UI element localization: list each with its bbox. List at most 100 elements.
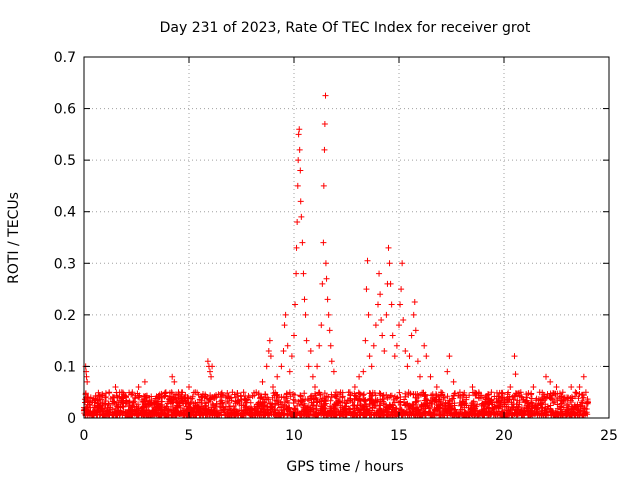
background-point <box>189 393 196 400</box>
background-point <box>132 395 139 402</box>
background-point <box>273 392 280 399</box>
data-point <box>547 378 554 385</box>
data-point <box>299 239 306 246</box>
data-point <box>444 368 451 375</box>
background-point <box>261 402 268 409</box>
background-point <box>133 412 140 419</box>
background-point <box>347 406 354 413</box>
background-point <box>97 407 104 414</box>
background-point <box>505 407 512 414</box>
background-point <box>510 404 517 411</box>
data-point <box>192 389 199 396</box>
background-point <box>405 389 412 396</box>
data-point <box>263 363 270 370</box>
background-point <box>262 391 269 398</box>
background-point <box>405 412 412 419</box>
data-point <box>296 146 303 153</box>
background-point <box>168 409 175 416</box>
background-point <box>400 410 407 417</box>
background-point <box>82 411 89 418</box>
background-point <box>396 389 403 396</box>
background-point <box>146 411 153 418</box>
background-point <box>157 406 164 413</box>
data-point <box>321 146 328 153</box>
data-point <box>397 301 404 308</box>
background-point <box>546 394 553 401</box>
background-point <box>476 395 483 402</box>
background-point <box>305 403 312 410</box>
background-point <box>347 392 354 399</box>
data-point <box>362 337 369 344</box>
background-point <box>366 390 373 397</box>
data-point <box>414 358 421 365</box>
background-point <box>528 395 535 402</box>
y-tick-label: 0.3 <box>54 256 76 272</box>
data-point <box>559 389 566 396</box>
data-point <box>84 378 91 385</box>
background-point <box>283 393 290 400</box>
background-point <box>432 407 439 414</box>
background-point <box>180 410 187 417</box>
x-tick-label: 0 <box>80 428 89 444</box>
background-point <box>480 402 487 409</box>
background-point <box>176 399 183 406</box>
background-point <box>130 399 137 406</box>
background-point <box>154 401 161 408</box>
background-point <box>476 409 483 416</box>
data-point <box>463 394 470 401</box>
background-point <box>199 410 206 417</box>
background-point <box>402 393 409 400</box>
background-point <box>332 393 339 400</box>
data-point <box>319 280 326 287</box>
background-point <box>402 401 409 408</box>
data-point <box>219 399 226 406</box>
background-point <box>101 406 108 413</box>
data-point <box>553 384 560 391</box>
background-point <box>473 403 480 410</box>
background-point <box>542 410 549 417</box>
background-point <box>366 405 373 412</box>
data-point <box>208 373 215 380</box>
data-point <box>325 311 332 318</box>
data-point <box>228 394 234 401</box>
background-point <box>309 402 316 409</box>
background-point <box>540 397 547 404</box>
background-point <box>95 389 102 396</box>
background-point <box>209 409 216 416</box>
data-point <box>246 394 253 401</box>
background-point <box>376 408 383 415</box>
data-point <box>85 394 92 401</box>
background-point <box>234 412 241 419</box>
background-point <box>384 409 391 416</box>
data-point <box>423 353 430 360</box>
data-point <box>280 347 287 354</box>
data-point <box>175 389 182 396</box>
background-point <box>497 397 504 404</box>
background-point <box>89 411 96 418</box>
data-point <box>381 347 388 354</box>
background-point <box>318 398 325 405</box>
data-point <box>368 363 375 370</box>
background-point <box>278 403 285 410</box>
background-point <box>306 411 313 418</box>
background-point <box>538 396 545 403</box>
background-point <box>441 406 448 413</box>
background-point <box>532 402 539 409</box>
data-point <box>298 213 305 220</box>
data-point <box>400 317 407 324</box>
background-point <box>210 408 217 415</box>
background-point <box>450 395 457 402</box>
data-point <box>198 394 205 401</box>
background-point <box>412 411 419 418</box>
background-point <box>286 410 293 417</box>
background-point <box>272 400 279 407</box>
background-point <box>524 407 531 414</box>
background-point <box>396 405 403 412</box>
data-point <box>333 389 339 396</box>
data-point <box>328 358 335 365</box>
background-point <box>397 399 404 406</box>
data-point <box>404 363 411 370</box>
background-point <box>479 408 486 415</box>
data-point <box>323 275 330 282</box>
background-point <box>257 395 264 402</box>
